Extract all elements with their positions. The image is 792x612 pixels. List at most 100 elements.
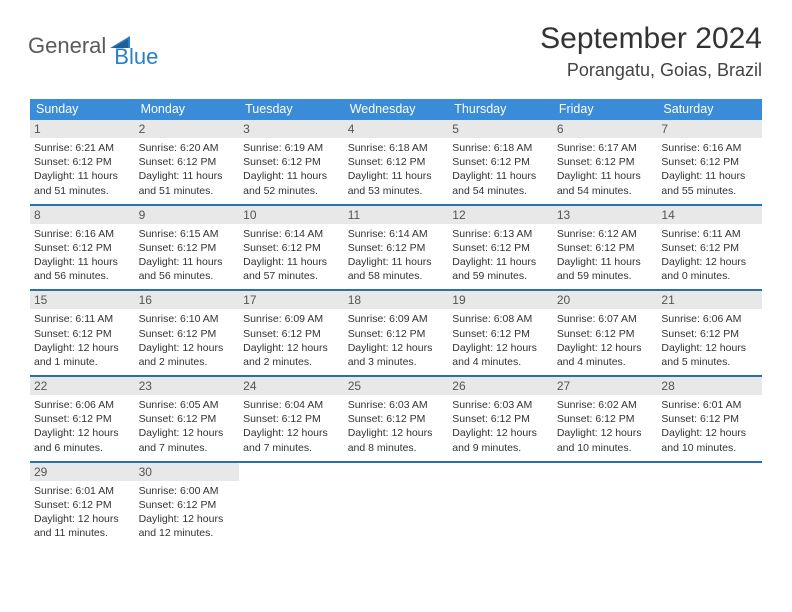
- daylight-text: Daylight: 12 hours and 2 minutes.: [139, 341, 236, 369]
- month-title: September 2024: [540, 22, 762, 56]
- weekday-header: Thursday: [448, 99, 553, 120]
- day-detail: Sunrise: 6:19 AMSunset: 6:12 PMDaylight:…: [243, 141, 340, 198]
- sunset-text: Sunset: 6:12 PM: [348, 327, 445, 341]
- day-cell: [448, 463, 553, 547]
- week-row: 22Sunrise: 6:06 AMSunset: 6:12 PMDayligh…: [30, 377, 762, 463]
- sunrise-text: Sunrise: 6:06 AM: [34, 398, 131, 412]
- day-cell: 21Sunrise: 6:06 AMSunset: 6:12 PMDayligh…: [657, 291, 762, 375]
- sunset-text: Sunset: 6:12 PM: [243, 412, 340, 426]
- daylight-text: Daylight: 11 hours and 54 minutes.: [452, 169, 549, 197]
- sunrise-text: Sunrise: 6:21 AM: [34, 141, 131, 155]
- day-detail: Sunrise: 6:08 AMSunset: 6:12 PMDaylight:…: [452, 312, 549, 369]
- daylight-text: Daylight: 11 hours and 59 minutes.: [452, 255, 549, 283]
- day-detail: Sunrise: 6:07 AMSunset: 6:12 PMDaylight:…: [557, 312, 654, 369]
- sunset-text: Sunset: 6:12 PM: [661, 241, 758, 255]
- day-cell: 29 Sunrise: 6:01 AMSunset: 6:12 PMDayligh…: [30, 463, 135, 547]
- day-detail: Sunrise: 6:09 AMSunset: 6:12 PMDaylight:…: [348, 312, 445, 369]
- day-cell: 3Sunrise: 6:19 AMSunset: 6:12 PMDaylight…: [239, 120, 344, 204]
- day-detail: Sunrise: 6:20 AMSunset: 6:12 PMDaylight:…: [139, 141, 236, 198]
- sunset-text: Sunset: 6:12 PM: [243, 327, 340, 341]
- day-cell: 1Sunrise: 6:21 AMSunset: 6:12 PMDaylight…: [30, 120, 135, 204]
- sunset-text: Sunset: 6:12 PM: [661, 155, 758, 169]
- day-detail: Sunrise: 6:09 AMSunset: 6:12 PMDaylight:…: [243, 312, 340, 369]
- day-number: 10: [239, 206, 344, 224]
- day-detail: Sunrise: 6:05 AMSunset: 6:12 PMDaylight:…: [139, 398, 236, 455]
- sunset-text: Sunset: 6:12 PM: [452, 155, 549, 169]
- sunset-text: Sunset: 6:12 PM: [348, 155, 445, 169]
- day-detail: Sunrise: 6:06 AMSunset: 6:12 PMDaylight:…: [34, 398, 131, 455]
- daylight-text: Daylight: 11 hours and 52 minutes.: [243, 169, 340, 197]
- day-detail: Sunrise: 6:18 AMSunset: 6:12 PMDaylight:…: [348, 141, 445, 198]
- day-detail: Sunrise: 6:04 AMSunset: 6:12 PMDaylight:…: [243, 398, 340, 455]
- day-cell: 15Sunrise: 6:11 AMSunset: 6:12 PMDayligh…: [30, 291, 135, 375]
- sunset-text: Sunset: 6:12 PM: [34, 241, 131, 255]
- day-number: 16: [135, 291, 240, 309]
- day-cell: 2 Sunrise: 6:20 AMSunset: 6:12 PMDaylight…: [135, 120, 240, 204]
- day-number: 23: [135, 377, 240, 395]
- sunrise-text: Sunrise: 6:10 AM: [139, 312, 236, 326]
- day-number: 29: [30, 463, 135, 481]
- day-cell: 25Sunrise: 6:03 AMSunset: 6:12 PMDayligh…: [344, 377, 449, 461]
- day-cell: 26Sunrise: 6:03 AMSunset: 6:12 PMDayligh…: [448, 377, 553, 461]
- sunset-text: Sunset: 6:12 PM: [661, 412, 758, 426]
- daylight-text: Daylight: 12 hours and 4 minutes.: [557, 341, 654, 369]
- sunrise-text: Sunrise: 6:11 AM: [34, 312, 131, 326]
- day-detail: Sunrise: 6:16 AMSunset: 6:12 PMDaylight:…: [34, 227, 131, 284]
- daylight-text: Daylight: 12 hours and 5 minutes.: [661, 341, 758, 369]
- weekday-header: Sunday: [30, 99, 135, 120]
- day-number: 2: [135, 120, 240, 138]
- sunrise-text: Sunrise: 6:17 AM: [557, 141, 654, 155]
- day-cell: 23 Sunrise: 6:05 AMSunset: 6:12 PMDayligh…: [135, 377, 240, 461]
- sunset-text: Sunset: 6:12 PM: [139, 327, 236, 341]
- sunrise-text: Sunrise: 6:06 AM: [661, 312, 758, 326]
- sunset-text: Sunset: 6:12 PM: [452, 412, 549, 426]
- sunrise-text: Sunrise: 6:19 AM: [243, 141, 340, 155]
- day-cell: 4Sunrise: 6:18 AMSunset: 6:12 PMDaylight…: [344, 120, 449, 204]
- day-cell: 13Sunrise: 6:12 AMSunset: 6:12 PMDayligh…: [553, 206, 658, 290]
- sunrise-text: Sunrise: 6:13 AM: [452, 227, 549, 241]
- day-number: 28: [657, 377, 762, 395]
- day-number: 30: [135, 463, 240, 481]
- weekday-header-row: Sunday Monday Tuesday Wednesday Thursday…: [30, 99, 762, 120]
- sunset-text: Sunset: 6:12 PM: [661, 327, 758, 341]
- header: General Blue September 2024 Porangatu, G…: [0, 0, 792, 89]
- daylight-text: Daylight: 12 hours and 2 minutes.: [243, 341, 340, 369]
- weekday-header: Wednesday: [344, 99, 449, 120]
- day-detail: Sunrise: 6:13 AMSunset: 6:12 PMDaylight:…: [452, 227, 549, 284]
- day-number: 1: [30, 120, 135, 138]
- day-number: 9: [135, 206, 240, 224]
- daylight-text: Daylight: 12 hours and 11 minutes.: [34, 512, 131, 540]
- day-detail: Sunrise: 6:01 AMSunset: 6:12 PMDaylight:…: [34, 484, 131, 541]
- daylight-text: Daylight: 11 hours and 54 minutes.: [557, 169, 654, 197]
- daylight-text: Daylight: 12 hours and 6 minutes.: [34, 426, 131, 454]
- day-number: 17: [239, 291, 344, 309]
- logo: General Blue: [28, 22, 158, 70]
- sunrise-text: Sunrise: 6:04 AM: [243, 398, 340, 412]
- sunrise-text: Sunrise: 6:02 AM: [557, 398, 654, 412]
- calendar: Sunday Monday Tuesday Wednesday Thursday…: [0, 89, 792, 546]
- week-row: 29 Sunrise: 6:01 AMSunset: 6:12 PMDayligh…: [30, 463, 762, 547]
- day-number: 19: [448, 291, 553, 309]
- day-number: 11: [344, 206, 449, 224]
- day-number: 12: [448, 206, 553, 224]
- day-cell: 12 Sunrise: 6:13 AMSunset: 6:12 PMDayligh…: [448, 206, 553, 290]
- day-cell: 11Sunrise: 6:14 AMSunset: 6:12 PMDayligh…: [344, 206, 449, 290]
- day-number: 13: [553, 206, 658, 224]
- sunrise-text: Sunrise: 6:12 AM: [557, 227, 654, 241]
- day-number: 8: [30, 206, 135, 224]
- sunrise-text: Sunrise: 6:14 AM: [348, 227, 445, 241]
- sunset-text: Sunset: 6:12 PM: [348, 241, 445, 255]
- day-cell: 7Sunrise: 6:16 AMSunset: 6:12 PMDaylight…: [657, 120, 762, 204]
- weekday-header: Friday: [553, 99, 658, 120]
- day-cell: 17 Sunrise: 6:09 AMSunset: 6:12 PMDayligh…: [239, 291, 344, 375]
- sunset-text: Sunset: 6:12 PM: [34, 412, 131, 426]
- day-detail: Sunrise: 6:03 AMSunset: 6:12 PMDaylight:…: [452, 398, 549, 455]
- week-row: 15Sunrise: 6:11 AMSunset: 6:12 PMDayligh…: [30, 291, 762, 377]
- day-cell: [344, 463, 449, 547]
- sunset-text: Sunset: 6:12 PM: [557, 155, 654, 169]
- day-detail: Sunrise: 6:15 AMSunset: 6:12 PMDaylight:…: [139, 227, 236, 284]
- day-cell: 27Sunrise: 6:02 AMSunset: 6:12 PMDayligh…: [553, 377, 658, 461]
- sunrise-text: Sunrise: 6:01 AM: [34, 484, 131, 498]
- sunrise-text: Sunrise: 6:03 AM: [348, 398, 445, 412]
- day-cell: [657, 463, 762, 547]
